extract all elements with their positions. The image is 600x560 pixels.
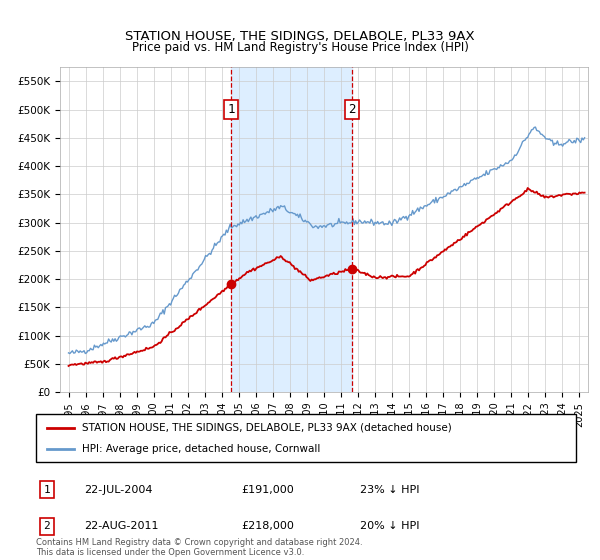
Text: 1: 1 (227, 103, 235, 116)
Text: 2: 2 (43, 521, 50, 531)
Text: Price paid vs. HM Land Registry's House Price Index (HPI): Price paid vs. HM Land Registry's House … (131, 41, 469, 54)
Bar (231, 67, 352, 392)
Text: 22-JUL-2004: 22-JUL-2004 (85, 484, 153, 494)
Text: £191,000: £191,000 (241, 484, 294, 494)
Text: 1: 1 (43, 484, 50, 494)
Text: 22-AUG-2011: 22-AUG-2011 (85, 521, 159, 531)
Text: 2: 2 (348, 103, 356, 116)
Text: HPI: Average price, detached house, Cornwall: HPI: Average price, detached house, Corn… (82, 444, 320, 454)
Text: £218,000: £218,000 (241, 521, 294, 531)
Text: 20% ↓ HPI: 20% ↓ HPI (360, 521, 419, 531)
Text: STATION HOUSE, THE SIDINGS, DELABOLE, PL33 9AX: STATION HOUSE, THE SIDINGS, DELABOLE, PL… (125, 30, 475, 43)
Text: Contains HM Land Registry data © Crown copyright and database right 2024.
This d: Contains HM Land Registry data © Crown c… (36, 538, 362, 557)
FancyBboxPatch shape (36, 414, 576, 462)
Text: 23% ↓ HPI: 23% ↓ HPI (360, 484, 419, 494)
Text: STATION HOUSE, THE SIDINGS, DELABOLE, PL33 9AX (detached house): STATION HOUSE, THE SIDINGS, DELABOLE, PL… (82, 423, 452, 433)
